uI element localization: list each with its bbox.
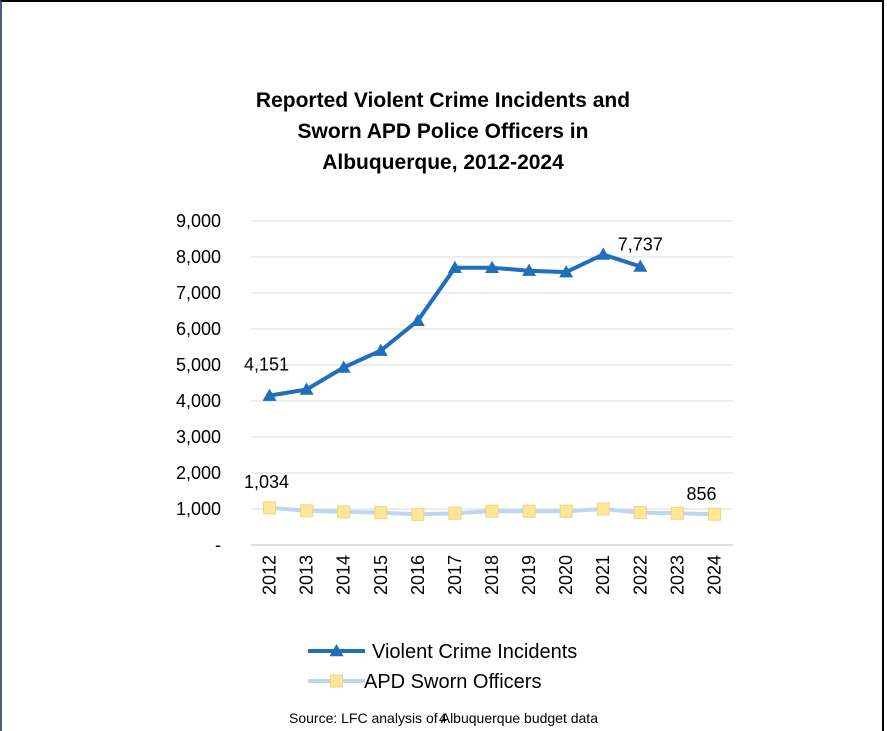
x-axis-ticks: 2012 2013 2014 2015 2016 2017 2018 2019 2020 2021… [260,555,725,595]
data-point [373,343,388,356]
gridlines [251,220,733,546]
data-label: 4,151 [244,355,289,375]
data-point [411,507,425,521]
legend-marker [329,644,344,657]
data-point [707,507,721,521]
data-point [522,504,536,518]
legend-label: Violent Crime Incidents [372,641,577,663]
data-label: 7,737 [618,234,663,254]
x-tick-label: 2019 [519,555,539,595]
data-point [336,360,351,373]
legend: Violent Crime Incidents APD Sworn Officer… [308,641,577,693]
page-number: 4 [439,710,447,726]
y-tick-label: 7,000 [176,283,221,303]
data-point [559,265,574,278]
data-point [485,260,499,274]
x-tick-label: 2018 [482,555,502,595]
data-label: 1,034 [244,472,289,492]
data-point [522,263,537,276]
x-tick-label: 2015 [371,555,391,595]
chart-title: Reported Violent Crime Incidents and Swo… [256,89,630,174]
data-point [633,259,648,272]
x-tick-label: 2016 [408,555,428,595]
data-point [300,504,314,518]
data-point [670,506,684,520]
y-tick-label: 2,000 [176,463,221,483]
data-label: 856 [686,484,716,504]
source-note: Source: LFC analysis of Albuquerque budg… [289,710,598,726]
data-point [633,506,647,520]
series [262,247,721,521]
x-tick-label: 2024 [704,555,724,595]
chart-title-line-3: Albuquerque, 2012-2024 [322,151,564,174]
data-labels: 4,151 7,737 1,034 856 [244,234,716,504]
y-tick-label: 3,000 [176,427,221,447]
data-point [262,388,277,401]
y-tick-label: 4,000 [176,391,221,411]
y-axis-ticks: - 1,000 2,000 3,000 4,000 5,000 6,000 7,000 8,00… [176,211,221,555]
x-tick-label: 2023 [667,555,687,595]
data-point [448,506,462,520]
x-tick-label: 2017 [445,555,465,595]
y-tick-label: 1,000 [176,499,221,519]
y-tick-label: 6,000 [176,319,221,339]
legend-marker [330,674,343,688]
x-tick-label: 2022 [630,555,650,595]
data-point [410,313,425,326]
data-point [263,501,277,515]
x-tick-label: 2014 [334,555,354,595]
y-tick-label: - [215,535,221,555]
data-point [596,502,610,516]
chart: Reported Violent Crime Incidents and Swo… [176,89,733,693]
y-tick-label: 5,000 [176,355,221,375]
data-point [299,382,314,395]
chart-title-line-2: Sworn APD Police Officers in [298,120,589,143]
data-point [596,247,611,260]
data-point [337,505,351,519]
data-point [447,260,462,274]
x-tick-label: 2021 [593,555,613,595]
legend-label: APD Sworn Officers [364,671,541,693]
data-point [559,504,573,518]
data-point [485,504,499,518]
series-line [269,252,641,398]
x-tick-label: 2020 [556,555,576,595]
x-tick-label: 2013 [297,555,317,595]
x-tick-label: 2012 [260,555,280,595]
y-tick-label: 9,000 [176,211,221,231]
chart-title-line-1: Reported Violent Crime Incidents and [256,89,630,112]
y-tick-label: 8,000 [176,247,221,267]
data-point [374,506,388,520]
